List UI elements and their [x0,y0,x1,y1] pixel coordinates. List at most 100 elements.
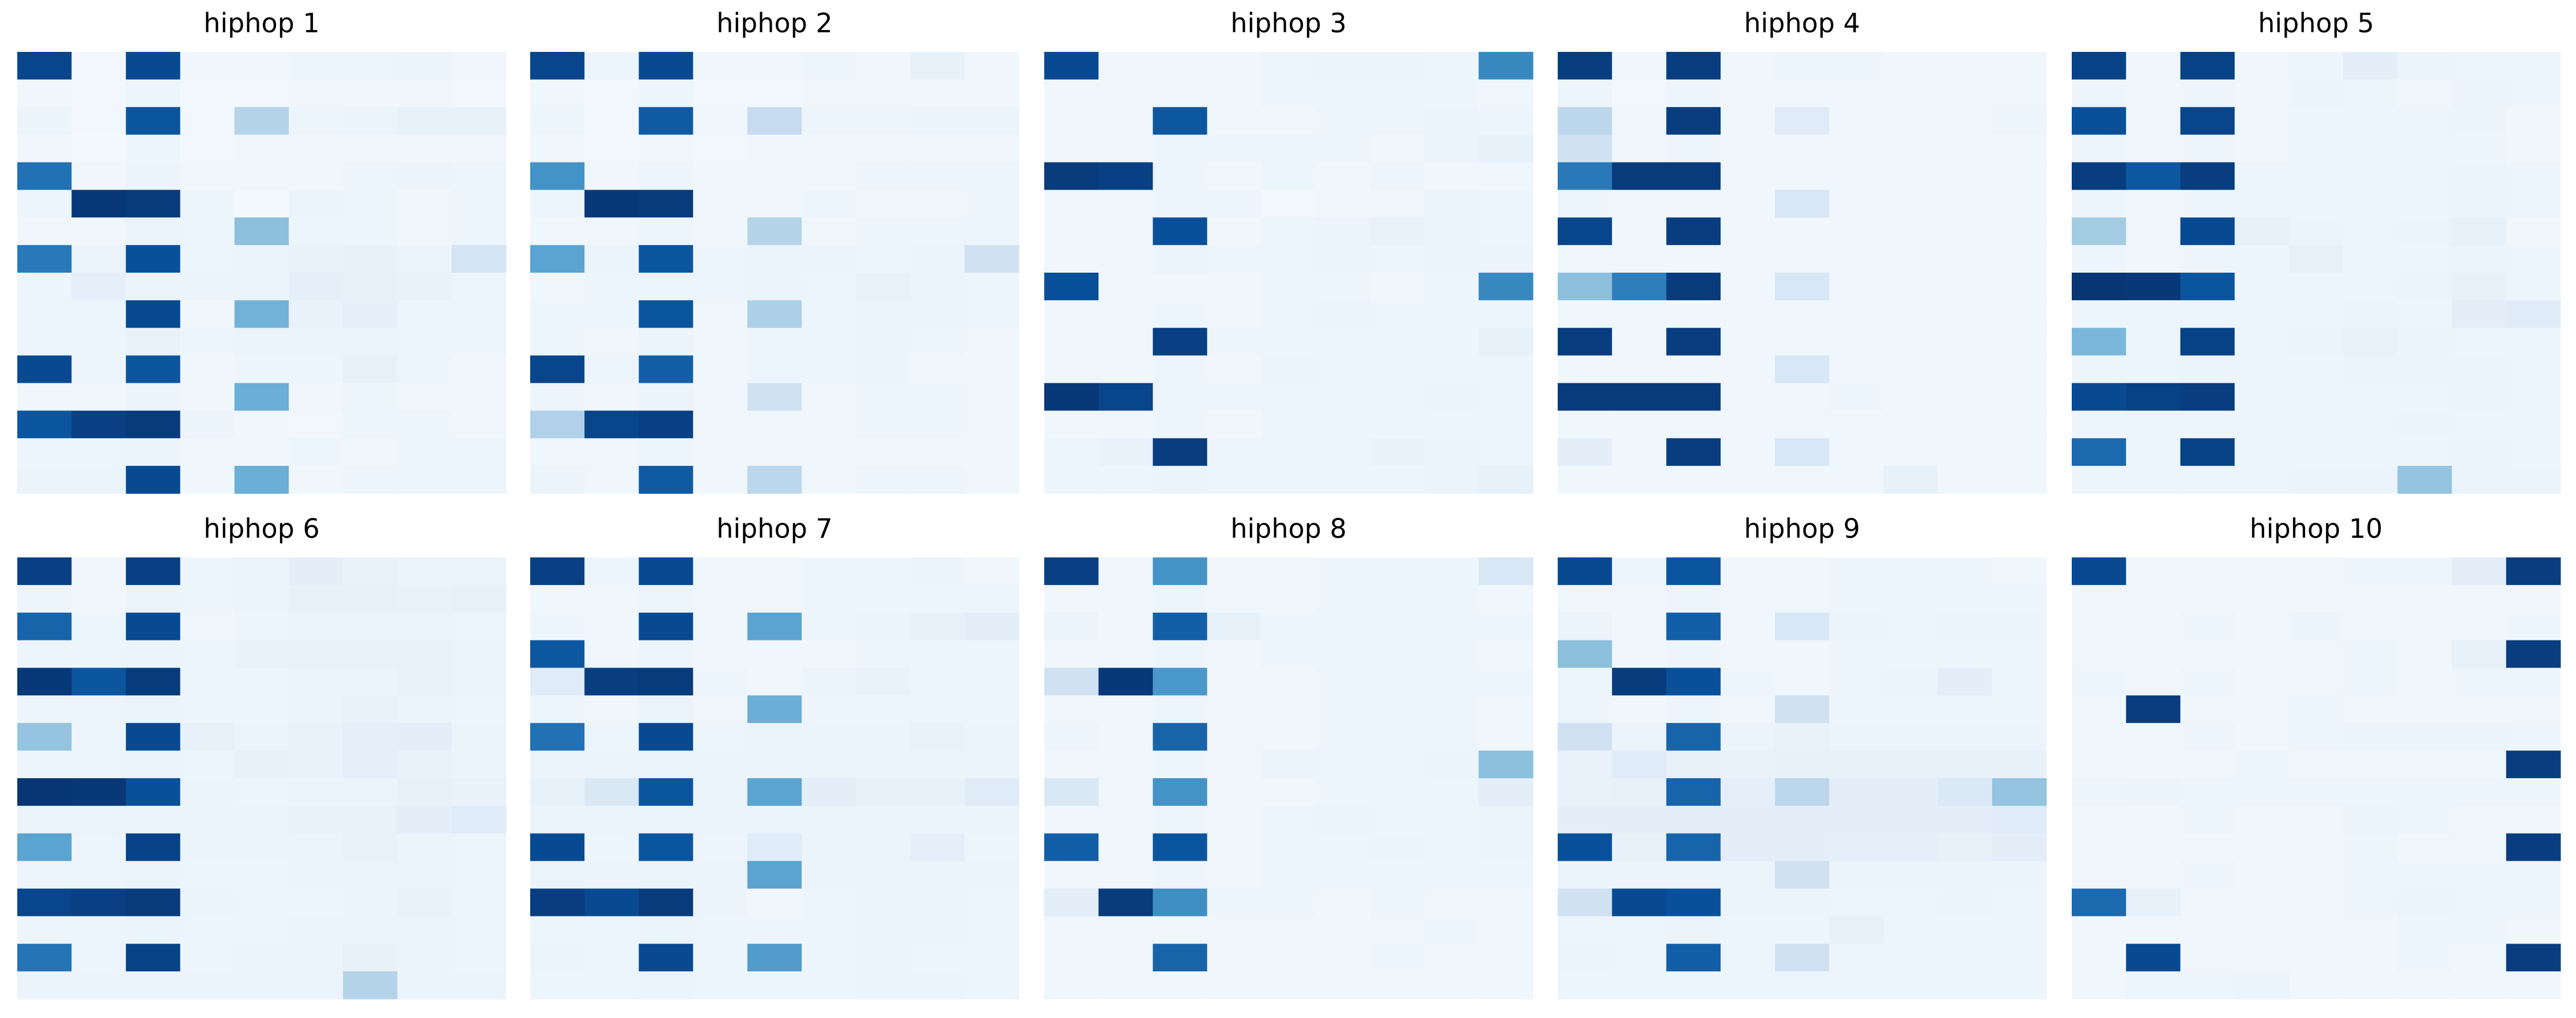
heatmap-cell [747,327,802,356]
heatmap-cell [530,833,585,862]
heatmap-cell [2072,355,2126,384]
heatmap-cell [180,162,235,190]
heatmap-cell [747,612,802,641]
heatmap-cell [1720,805,1776,834]
heatmap-cell [17,245,72,273]
heatmap-cell [71,971,127,1000]
heatmap-cell [2343,944,2398,972]
heatmap-cell [2234,778,2290,806]
heatmap-cell [1774,833,1830,862]
heatmap-cell [1478,640,1533,669]
heatmap-cell [1720,668,1776,696]
heatmap-cell [1720,916,1776,944]
heatmap-cell [343,861,398,889]
heatmap-cell [2452,916,2507,944]
heatmap-cell [1044,273,1099,301]
heatmap-cell [747,273,802,301]
heatmap-cell [1829,557,1884,586]
heatmap-cell [1937,410,1993,439]
heatmap-cell [2072,190,2126,218]
heatmap-cell [1937,971,1993,1000]
heatmap-cell [1261,695,1316,723]
heatmap-cell [802,383,856,411]
heatmap-cell [2397,944,2453,972]
heatmap-cell [1992,861,2047,889]
heatmap-cell [289,668,343,696]
heatmap-cell [2072,557,2126,586]
heatmap-cell [1370,327,1425,356]
heatmap-cell [1558,833,1612,862]
heatmap-cell [180,273,235,301]
heatmap-cell [451,585,507,613]
heatmap-cell [126,410,181,439]
heatmap-cell [2180,888,2235,917]
heatmap-cell [2072,134,2126,163]
heatmap-cell [802,134,856,163]
heatmap-cell [964,612,1019,641]
heatmap-cell [747,695,802,723]
heatmap-cell [693,723,748,751]
heatmap-cell [1558,273,1612,301]
heatmap-cell [289,355,343,384]
heatmap-cell [2343,695,2398,723]
heatmap-panel: hiphop 2 [530,7,1019,494]
heatmap-cell [964,438,1019,466]
heatmap-cell [2234,466,2290,494]
heatmap-cell [397,134,452,163]
heatmap-cell [2126,944,2181,972]
heatmap-cell [126,190,181,218]
heatmap-cell [451,833,507,862]
heatmap-panel: hiphop 9 [1558,513,2047,1000]
heatmap-cell [2126,888,2181,917]
heatmap-cell [1992,723,2047,751]
heatmap-cell [747,383,802,411]
heatmap-cell [1666,410,1721,439]
heatmap-cell [234,668,289,696]
heatmap-cell [289,944,343,972]
heatmap-cell [584,833,640,862]
heatmap-cell [71,217,127,246]
heatmap-cell [1666,861,1721,889]
heatmap-cell [451,273,507,301]
heatmap-cell [1207,466,1262,494]
heatmap-cell [2180,640,2235,669]
heatmap-cell [530,190,585,218]
heatmap-cell [2180,190,2235,218]
heatmap-cell [910,944,965,972]
heatmap-cell [1774,327,1830,356]
heatmap-cell [180,79,235,108]
heatmap-cell [71,778,127,806]
heatmap-cell [1478,833,1533,862]
heatmap-cell [180,778,235,806]
heatmap-cell [639,971,694,1000]
heatmap-cell [1044,971,1099,1000]
heatmap-cell [1937,888,1993,917]
heatmap-cell [584,778,640,806]
heatmap-cell [289,971,343,1000]
heatmap-cell [397,52,452,80]
heatmap-cell [2180,79,2235,108]
heatmap-cell [2288,273,2344,301]
heatmap-cell [71,640,127,669]
heatmap-cell [2397,971,2453,1000]
heatmap-cell [693,944,748,972]
heatmap-cell [2234,79,2290,108]
heatmap-cell [1612,640,1667,669]
heatmap-cell [451,861,507,889]
heatmap-cell [1937,438,1993,466]
heatmap-cell [2072,410,2126,439]
heatmap-cell [2234,971,2290,1000]
heatmap-cell [71,410,127,439]
heatmap-cell [397,833,452,862]
heatmap-cell [1424,217,1479,246]
heatmap-cell [1316,751,1370,779]
heatmap-cell [856,383,911,411]
heatmap-cell [1829,438,1884,466]
heatmap-cell [856,79,911,108]
heatmap-cell [1720,944,1776,972]
heatmap-panel: hiphop 4 [1558,7,2047,494]
heatmap-cell [2126,245,2181,273]
heatmap-cell [747,585,802,613]
heatmap-cell [530,410,585,439]
heatmap-cell [1207,273,1262,301]
